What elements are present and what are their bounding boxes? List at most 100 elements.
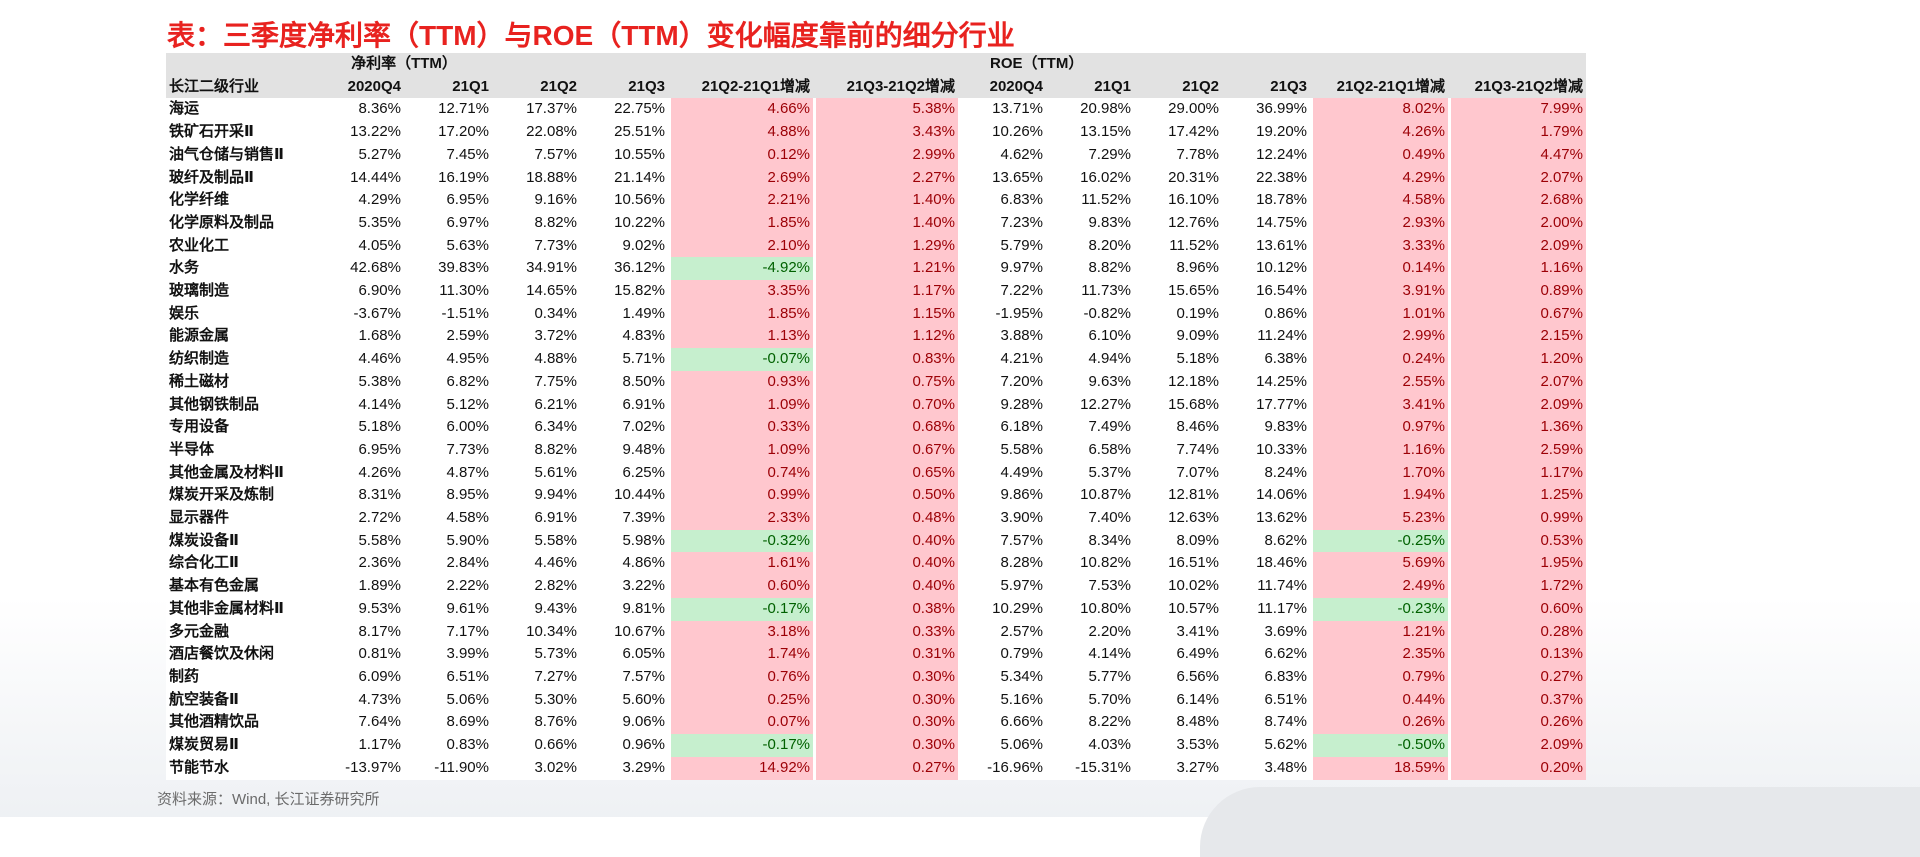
change-cell: 0.33% — [668, 416, 813, 439]
value-cell: 10.80% — [1046, 597, 1134, 621]
industry-name-cell: 其他酒精饮品 — [166, 711, 316, 735]
value-cell: 3.99% — [404, 643, 492, 666]
value-cell: 4.49% — [958, 461, 1046, 485]
value-cell: 1.17% — [316, 734, 404, 757]
value-cell: 8.36% — [316, 98, 404, 122]
value-cell: 22.75% — [580, 98, 668, 122]
value-cell: 11.52% — [1046, 189, 1134, 212]
table-row: 煤炭开采及炼制 8.31% 8.95% 9.94% 10.44% 0.99% 0.50% 9.… — [166, 484, 1586, 508]
value-cell: 14.75% — [1222, 211, 1310, 235]
change-cell: 3.43% — [813, 121, 958, 144]
change-cell: 0.60% — [668, 575, 813, 598]
table-row: 娱乐 -3.67% -1.51% 0.34% 1.49% 1.85% 1.15% -1.95%… — [166, 302, 1586, 326]
value-cell: 17.42% — [1134, 121, 1222, 144]
value-cell: 7.29% — [1046, 143, 1134, 167]
value-cell: 4.14% — [316, 393, 404, 417]
value-cell: 18.88% — [492, 166, 580, 190]
table-row: 煤炭贸易Ⅱ 1.17% 0.83% 0.66% 0.96% -0.17% 0.30% 5.06… — [166, 734, 1586, 757]
value-cell: 7.73% — [404, 438, 492, 462]
change-cell: 0.28% — [1448, 620, 1586, 644]
value-cell: 7.57% — [492, 143, 580, 167]
value-cell: 8.96% — [1134, 257, 1222, 281]
value-cell: 9.16% — [492, 189, 580, 212]
value-cell: 15.65% — [1134, 280, 1222, 303]
value-cell: 9.83% — [1046, 211, 1134, 235]
value-cell: 0.96% — [580, 734, 668, 757]
change-cell: 2.68% — [1448, 189, 1586, 212]
value-cell: 6.18% — [958, 416, 1046, 439]
value-cell: 2.72% — [316, 507, 404, 530]
value-cell: 17.77% — [1222, 393, 1310, 417]
column-header: 21Q2 — [492, 75, 580, 99]
value-cell: -16.96% — [958, 756, 1046, 780]
industry-name-cell: 玻纤及制品Ⅱ — [166, 166, 316, 190]
value-cell: 6.25% — [580, 461, 668, 485]
change-cell: 1.85% — [668, 302, 813, 326]
value-cell: 4.87% — [404, 461, 492, 485]
industry-name-cell: 基本有色金属 — [166, 575, 316, 598]
industry-name-cell: 节能节水 — [166, 756, 316, 780]
change-cell: 4.66% — [668, 98, 813, 122]
table-row: 玻纤及制品Ⅱ 14.44% 16.19% 18.88% 21.14% 2.69% 2.27%… — [166, 166, 1586, 190]
column-header: 21Q3 — [1222, 75, 1310, 99]
value-cell: 14.06% — [1222, 484, 1310, 508]
value-cell: 4.26% — [316, 461, 404, 485]
change-cell: 1.09% — [668, 438, 813, 462]
value-cell: 8.76% — [492, 711, 580, 735]
value-cell: 9.28% — [958, 393, 1046, 417]
change-cell: 2.35% — [1310, 643, 1448, 666]
change-cell: 0.14% — [1310, 257, 1448, 281]
column-header: 21Q1 — [1046, 75, 1134, 99]
value-cell: 4.46% — [492, 552, 580, 576]
change-cell: 1.72% — [1448, 575, 1586, 598]
change-cell: 2.21% — [668, 189, 813, 212]
value-cell: 5.58% — [492, 529, 580, 553]
table-row: 玻璃制造 6.90% 11.30% 14.65% 15.82% 3.35% 1.17% 7.2… — [166, 280, 1586, 303]
value-cell: 16.19% — [404, 166, 492, 190]
value-cell: 5.12% — [404, 393, 492, 417]
value-cell: 7.23% — [958, 211, 1046, 235]
value-cell: 3.53% — [1134, 734, 1222, 757]
value-cell: 13.62% — [1222, 507, 1310, 530]
value-cell: 9.43% — [492, 597, 580, 621]
industry-name-cell: 制药 — [166, 665, 316, 689]
change-cell: 0.20% — [1448, 756, 1586, 780]
value-cell: 3.41% — [1134, 620, 1222, 644]
change-cell: 0.49% — [1310, 143, 1448, 167]
value-cell: 2.82% — [492, 575, 580, 598]
table-row: 海运 8.36% 12.71% 17.37% 22.75% 4.66% 5.38% 13.71… — [166, 98, 1586, 122]
value-cell: 9.83% — [1222, 416, 1310, 439]
value-cell: 13.22% — [316, 121, 404, 144]
change-cell: 8.02% — [1310, 98, 1448, 122]
value-cell: 10.87% — [1046, 484, 1134, 508]
column-header: 21Q3-21Q2增减 — [1448, 75, 1586, 99]
change-cell: 4.26% — [1310, 121, 1448, 144]
change-cell: 2.09% — [1448, 734, 1586, 757]
table-row: 专用设备 5.18% 6.00% 6.34% 7.02% 0.33% 0.68% 6.18% 7… — [166, 416, 1586, 439]
column-header: 21Q3 — [580, 75, 668, 99]
change-cell: -0.23% — [1310, 597, 1448, 621]
value-cell: 2.59% — [404, 325, 492, 349]
industry-data-table: 净利率（TTM） ROE（TTM） 长江二级行业 2020Q4 21Q1 21Q2 21… — [166, 53, 1586, 780]
table-row: 纺织制造 4.46% 4.95% 4.88% 5.71% -0.07% 0.83% 4.21%… — [166, 348, 1586, 371]
value-cell: 10.29% — [958, 597, 1046, 621]
value-cell: -1.51% — [404, 302, 492, 326]
change-cell: 1.09% — [668, 393, 813, 417]
value-cell: 12.81% — [1134, 484, 1222, 508]
value-cell: 16.10% — [1134, 189, 1222, 212]
value-cell: 20.98% — [1046, 98, 1134, 122]
industry-name-cell: 海运 — [166, 98, 316, 122]
value-cell: -11.90% — [404, 756, 492, 780]
industry-name-cell: 水务 — [166, 257, 316, 281]
change-cell: 0.74% — [668, 461, 813, 485]
value-cell: 13.65% — [958, 166, 1046, 190]
value-cell: -13.97% — [316, 756, 404, 780]
table-row: 农业化工 4.05% 5.63% 7.73% 9.02% 2.10% 1.29% 5.79% 8… — [166, 234, 1586, 258]
value-cell: 4.94% — [1046, 348, 1134, 371]
value-cell: 10.57% — [1134, 597, 1222, 621]
value-cell: 1.49% — [580, 302, 668, 326]
table-body: 海运 8.36% 12.71% 17.37% 22.75% 4.66% 5.38% 13.71… — [166, 98, 1586, 780]
change-cell: 0.44% — [1310, 688, 1448, 712]
value-cell: 5.06% — [404, 688, 492, 712]
value-cell: 0.19% — [1134, 302, 1222, 326]
